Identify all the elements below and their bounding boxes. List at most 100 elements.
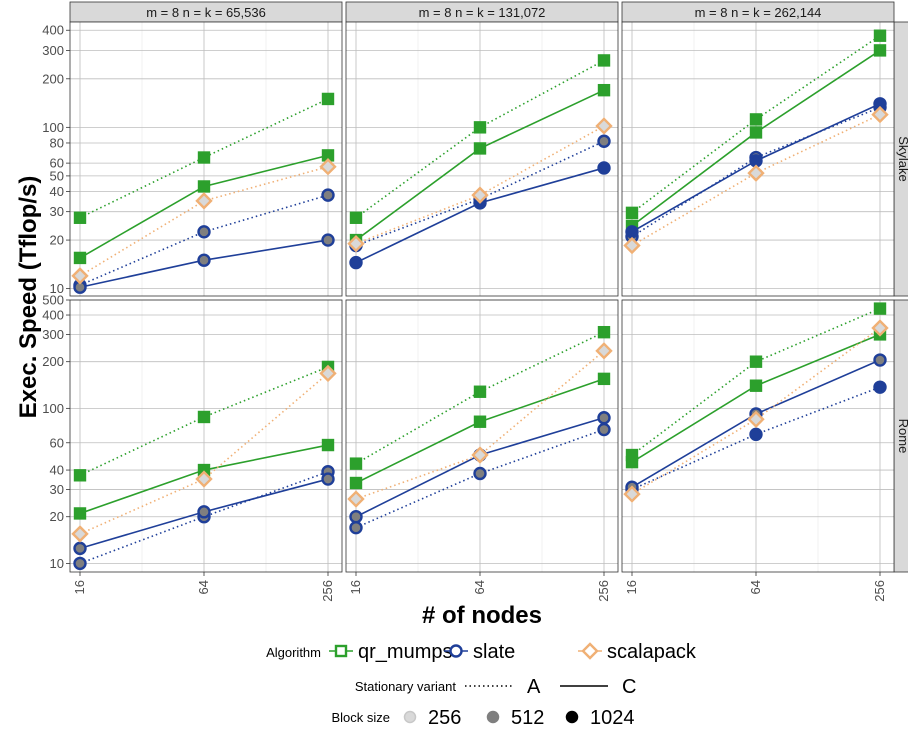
x-tick-label: 16 <box>72 580 87 594</box>
data-point-qr_mumps <box>597 325 611 339</box>
data-point-scalapack <box>471 446 489 464</box>
x-tick-label: 64 <box>472 580 487 594</box>
row-strip-label: Rome <box>896 419 908 454</box>
data-point-qr_mumps <box>625 206 639 220</box>
data-point-qr_mumps <box>873 29 887 42</box>
data-point-slate <box>197 505 211 519</box>
data-point-slate <box>749 427 763 442</box>
data-point-slate <box>597 134 611 148</box>
data-point-scalapack <box>71 525 89 543</box>
legend-title-block-size: Block size <box>331 710 390 725</box>
y-tick-label: 300 <box>42 43 64 58</box>
data-point-scalapack <box>623 485 641 503</box>
x-tick-label: 256 <box>320 580 335 602</box>
data-point-qr_mumps <box>321 438 335 452</box>
y-tick-label: 100 <box>42 401 64 416</box>
data-point-slate <box>473 466 487 481</box>
data-point-qr_mumps <box>473 415 487 428</box>
y-tick-label: 80 <box>50 135 64 150</box>
data-point-qr_mumps <box>197 151 211 164</box>
legend-key-circle <box>449 644 463 658</box>
data-point-slate <box>873 380 887 394</box>
legend-key-block-size <box>486 710 500 724</box>
y-tick-label: 400 <box>42 23 64 38</box>
y-tick-label: 100 <box>42 120 64 135</box>
data-point-slate <box>625 225 639 239</box>
data-point-qr_mumps <box>597 83 611 97</box>
data-point-qr_mumps <box>73 469 87 482</box>
legend-title-variant: Stationary variant <box>355 679 457 694</box>
data-point-qr_mumps <box>73 251 87 265</box>
data-point-scalapack <box>319 364 337 383</box>
y-tick-label: 300 <box>42 327 64 342</box>
legend-label-block-size: 1024 <box>590 707 635 729</box>
series-line-qr_mumps-A <box>355 331 605 465</box>
y-tick-label: 200 <box>42 354 64 369</box>
x-tick-label: 16 <box>624 580 639 594</box>
y-tick-label: 200 <box>42 71 64 86</box>
data-point-qr_mumps <box>73 211 87 224</box>
data-point-slate <box>73 556 87 571</box>
data-point-slate <box>321 472 335 486</box>
legend-label-variant: A <box>527 676 541 698</box>
data-point-qr_mumps <box>321 92 335 106</box>
data-point-scalapack <box>347 490 365 508</box>
data-point-qr_mumps <box>473 142 487 155</box>
legend-label-algorithm: qr_mumps <box>358 641 452 663</box>
legend-label-block-size: 256 <box>428 707 461 729</box>
data-point-scalapack <box>747 410 765 429</box>
data-point-slate <box>597 411 611 425</box>
facet-strip-label: m = 8 n = k = 262,144 <box>695 5 822 20</box>
panel <box>621 299 895 573</box>
legend-key-diamond <box>581 642 599 660</box>
x-tick-label: 64 <box>748 580 763 594</box>
data-point-qr_mumps <box>597 372 611 386</box>
data-point-scalapack <box>595 342 613 360</box>
data-point-qr_mumps <box>749 355 763 368</box>
data-point-qr_mumps <box>749 379 763 392</box>
data-point-slate <box>349 255 363 270</box>
data-point-slate <box>321 233 335 247</box>
y-tick-label: 40 <box>50 463 64 478</box>
data-point-scalapack <box>747 164 765 182</box>
data-point-slate <box>73 541 87 556</box>
x-tick-label: 16 <box>348 580 363 594</box>
data-point-qr_mumps <box>197 180 211 193</box>
y-tick-label: 20 <box>50 233 64 248</box>
data-point-qr_mumps <box>349 476 363 490</box>
data-point-qr_mumps <box>873 44 887 57</box>
panel-border <box>621 299 895 573</box>
legend-title-algorithm: Algorithm <box>266 645 321 660</box>
y-tick-label: 50 <box>50 168 64 183</box>
legend-label-algorithm: scalapack <box>607 641 697 663</box>
y-tick-label: 20 <box>50 509 64 524</box>
data-point-qr_mumps <box>349 211 363 224</box>
data-point-qr_mumps <box>873 302 887 315</box>
y-tick-label: 30 <box>50 204 64 219</box>
panel <box>69 299 343 573</box>
data-point-qr_mumps <box>749 126 763 139</box>
x-tick-label: 256 <box>596 580 611 602</box>
data-point-slate <box>597 161 611 175</box>
data-point-scalapack <box>319 158 337 176</box>
data-point-scalapack <box>595 117 613 135</box>
data-point-slate <box>197 225 211 239</box>
data-point-scalapack <box>871 105 889 124</box>
data-point-slate <box>597 422 611 437</box>
legend-key-block-size <box>403 710 417 724</box>
panel-border <box>345 21 619 297</box>
y-tick-label: 40 <box>50 184 64 199</box>
y-axis-title: Exec. Speed (Tflop/s) <box>15 176 42 419</box>
panel-border <box>69 299 343 573</box>
y-tick-label: 400 <box>42 308 64 323</box>
panel <box>69 21 343 297</box>
y-tick-label: 30 <box>50 482 64 497</box>
legend-key-block-size <box>565 710 579 724</box>
x-axis-title: # of nodes <box>422 602 542 629</box>
legend-label-algorithm: slate <box>473 641 515 663</box>
data-point-qr_mumps <box>73 507 87 520</box>
data-point-slate <box>349 520 363 535</box>
series-line-qr_mumps-A <box>79 366 329 477</box>
legend: Algorithm qr_mumps slate scalapack Stationar… <box>266 641 697 729</box>
panel-border <box>345 299 619 573</box>
